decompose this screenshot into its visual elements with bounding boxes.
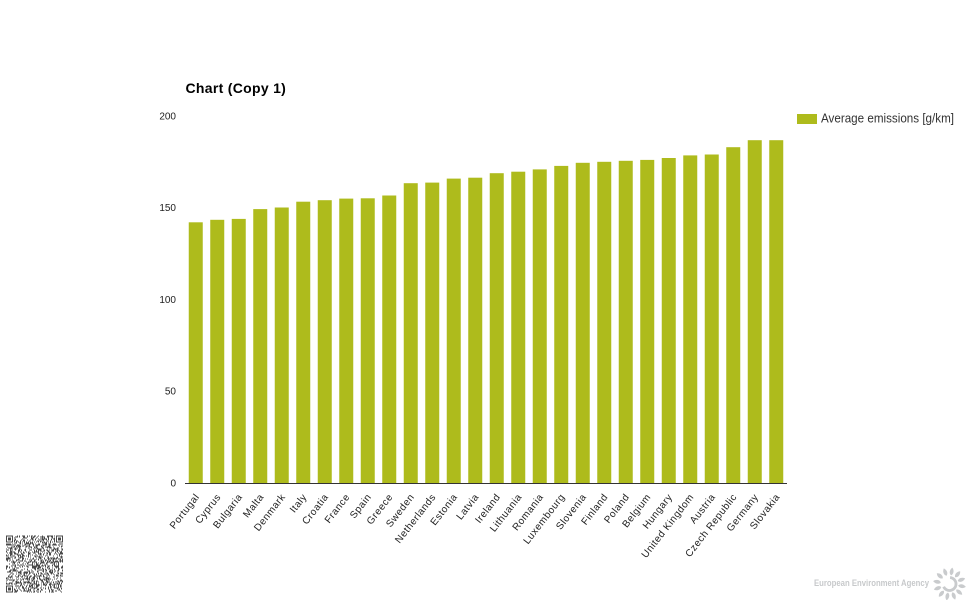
svg-text:Average emissions [g/km]: Average emissions [g/km] bbox=[821, 111, 954, 126]
svg-text:200: 200 bbox=[159, 112, 176, 123]
svg-text:50: 50 bbox=[165, 387, 177, 398]
svg-text:100: 100 bbox=[159, 295, 176, 306]
svg-text:European Environment Agency: European Environment Agency bbox=[814, 578, 930, 589]
svg-text:Chart (Copy 1): Chart (Copy 1) bbox=[186, 80, 287, 96]
svg-text:0: 0 bbox=[170, 479, 176, 490]
svg-text:150: 150 bbox=[159, 203, 176, 214]
